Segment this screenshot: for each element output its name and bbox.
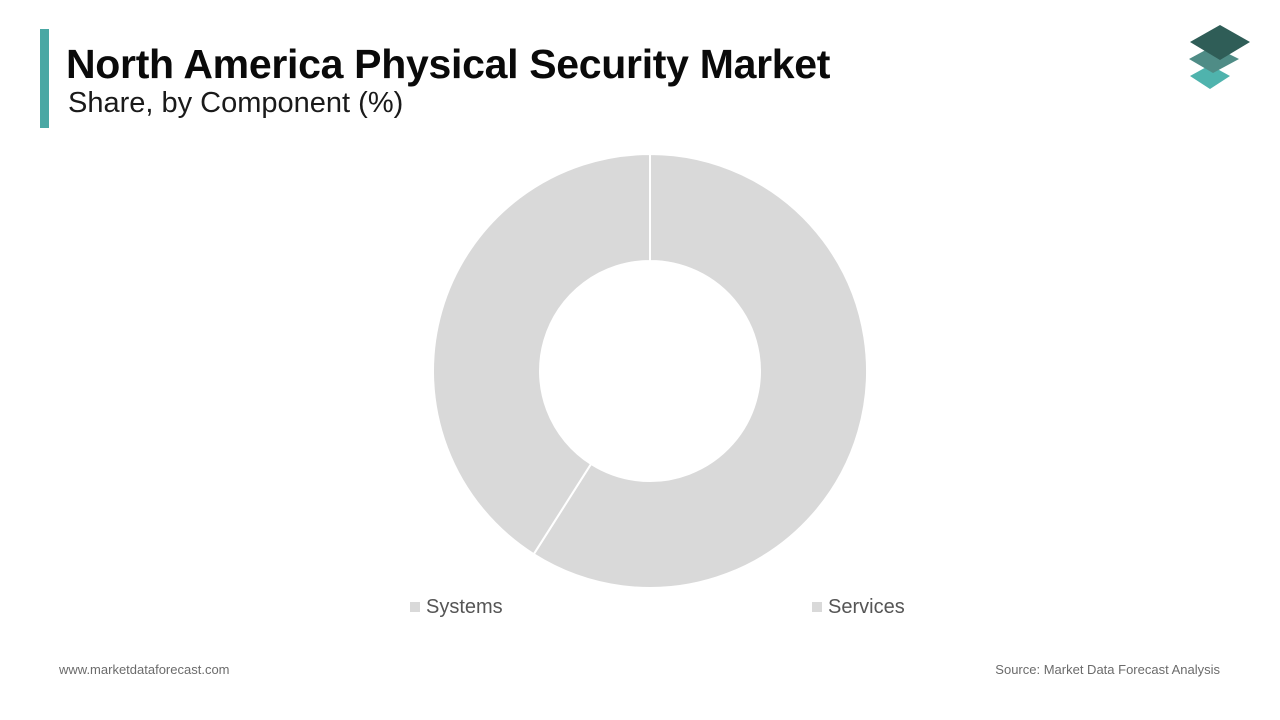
donut-slice-systems[interactable] [432,152,651,556]
chart-subtitle: Share, by Component (%) [68,87,404,119]
legend-label-services: Services [828,595,905,618]
legend-swatch-services [812,602,822,612]
donut-slices [432,152,868,589]
chart-title: North America Physical Security Market [66,41,831,87]
brand-logo-icon [1189,25,1250,89]
legend-swatch-systems [410,602,420,612]
legend-item-services[interactable]: Services [812,596,905,618]
footer-website: www.marketdataforecast.com [59,662,230,677]
logo-layer-bottom [1190,65,1230,89]
legend-item-systems[interactable]: Systems [410,596,503,618]
legend-label-systems: Systems [426,595,503,618]
footer-source: Source: Market Data Forecast Analysis [995,662,1220,677]
logo-layer-top [1190,25,1250,60]
donut-slice-services[interactable] [532,152,868,589]
title-accent-bar [40,29,49,128]
